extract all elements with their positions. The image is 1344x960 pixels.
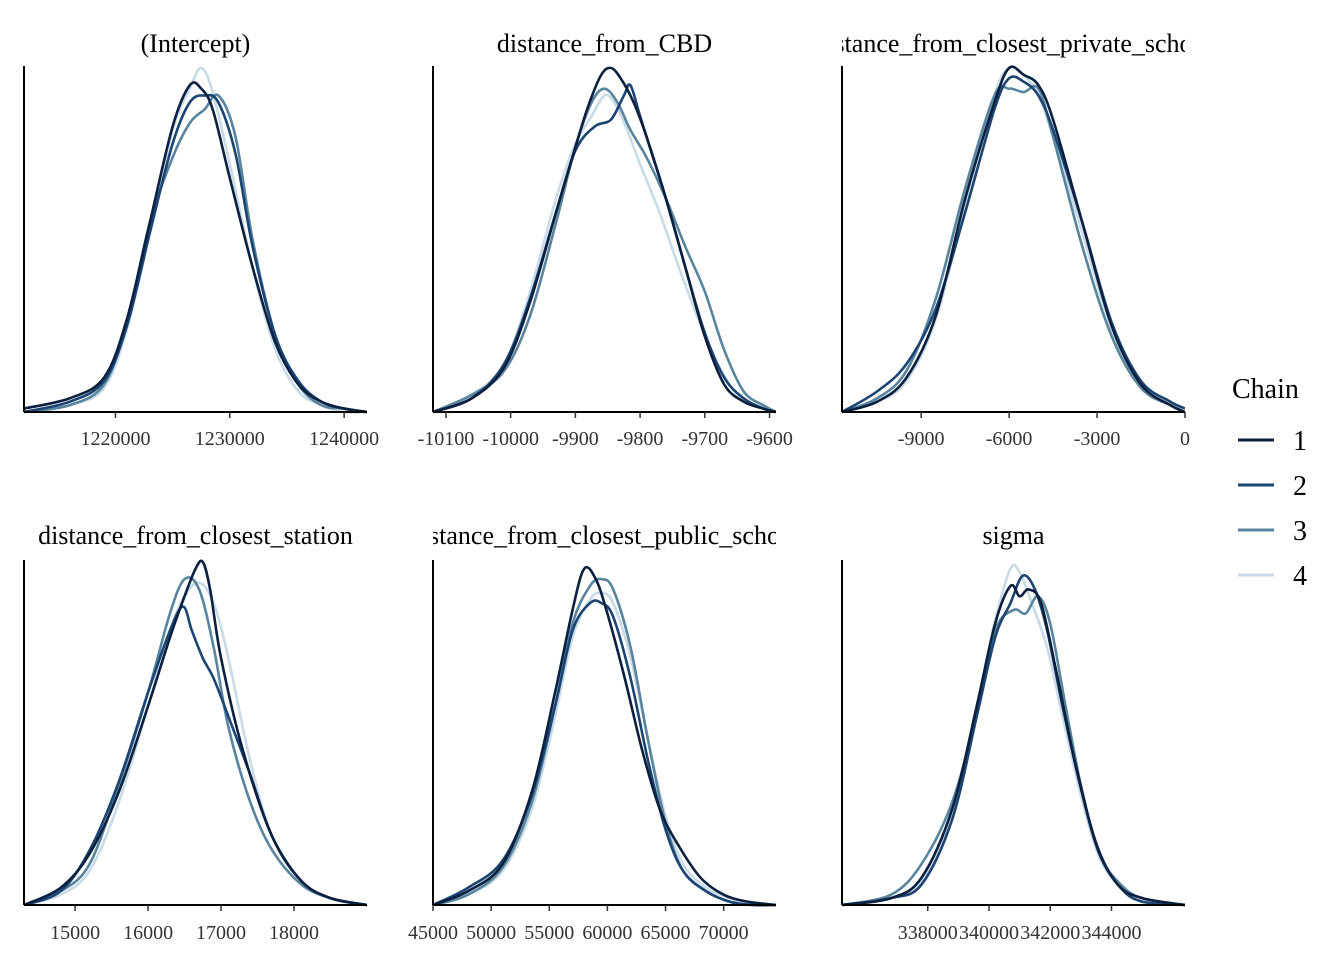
legend-label: 3 <box>1293 516 1307 547</box>
x-tick-label: 70000 <box>699 922 749 944</box>
x-tick-label: -9800 <box>617 428 664 450</box>
x-tick-label: -10000 <box>482 428 539 450</box>
panel-5: distance_from_closest_public_school 45000… <box>408 521 800 944</box>
chain-legend: Chain 1 2 3 4 <box>1232 374 1307 592</box>
x-tick-label: -9600 <box>746 428 793 450</box>
density-line-chain-2 <box>24 93 367 414</box>
panel-1: (Intercept) 1220000 1230000 1240000 <box>23 29 379 450</box>
panel-title: (Intercept) <box>141 29 251 58</box>
x-tick-label: -3000 <box>1074 428 1121 450</box>
x-tick-label: 65000 <box>641 922 691 944</box>
x-tick-label: 16000 <box>123 922 173 944</box>
density-line-chain-4 <box>24 66 367 414</box>
legend-label: 4 <box>1293 561 1307 592</box>
x-tick-label: 1230000 <box>195 428 265 450</box>
legend-label: 2 <box>1293 471 1307 502</box>
x-tick-label: -9700 <box>681 428 728 450</box>
density-line-chain-3 <box>433 577 776 907</box>
legend-title: Chain <box>1232 374 1299 405</box>
panel-title: distance_from_closest_station <box>38 521 353 550</box>
density-line-chain-3 <box>24 576 367 907</box>
panel-title: distance_from_closest_public_school <box>409 521 800 550</box>
x-tick-label: -10100 <box>418 428 475 450</box>
density-line-chain-4 <box>24 581 367 907</box>
x-tick-label: 45000 <box>408 922 458 944</box>
panel-3: distance_from_closest_private_school -900… <box>814 29 1213 450</box>
x-tick-label: 342000 <box>1020 922 1080 944</box>
density-line-chain-4 <box>842 563 1185 907</box>
x-tick-label: 60000 <box>582 922 632 944</box>
density-line-chain-3 <box>433 87 776 414</box>
x-tick-label: 338000 <box>898 922 958 944</box>
x-tick-label: 17000 <box>196 922 246 944</box>
density-line-chain-4 <box>842 65 1185 414</box>
panel-2: distance_from_CBD-10100 -10000 -9900 -9800-… <box>418 29 793 450</box>
x-tick-label: -6000 <box>986 428 1033 450</box>
density-line-chain-1 <box>24 81 367 414</box>
density-line-chain-3 <box>842 595 1185 907</box>
density-line-chain-4 <box>433 93 776 414</box>
panel-title: distance_from_CBD <box>497 29 712 58</box>
density-line-chain-1 <box>433 565 776 907</box>
density-line-chain-2 <box>433 599 776 907</box>
density-line-chain-4 <box>433 591 776 907</box>
x-tick-label: 18000 <box>269 922 319 944</box>
x-tick-label: -9000 <box>898 428 945 450</box>
x-tick-label: 344000 <box>1082 922 1142 944</box>
x-tick-label: 55000 <box>524 922 574 944</box>
x-tick-label: 0 <box>1180 428 1190 450</box>
density-line-chain-2 <box>433 83 776 414</box>
panel-title: sigma <box>982 521 1045 550</box>
density-line-chain-1 <box>842 65 1185 414</box>
panel-4: distance_from_closest_station 15000 16000 1… <box>23 521 367 944</box>
density-line-chain-1 <box>433 66 776 414</box>
x-tick-label: 15000 <box>50 922 100 944</box>
legend-label: 1 <box>1293 426 1307 457</box>
x-tick-label: 340000 <box>959 922 1019 944</box>
panel-title: distance_from_closest_private_school <box>814 29 1213 58</box>
density-line-chain-3 <box>842 84 1185 414</box>
density-line-chain-3 <box>24 93 367 414</box>
density-line-chain-2 <box>24 605 367 907</box>
density-line-chain-2 <box>842 75 1185 414</box>
density-line-chain-2 <box>842 574 1185 907</box>
x-tick-label: 50000 <box>466 922 516 944</box>
x-tick-label: 1240000 <box>309 428 379 450</box>
x-tick-label: 1220000 <box>80 428 150 450</box>
panel-6: sigma 338000 340000 342000 344000 <box>841 521 1185 944</box>
x-tick-label: -9900 <box>552 428 599 450</box>
facet-panels: (Intercept) 1220000 1230000 1240000 distance… <box>23 29 1213 944</box>
density-line-chain-1 <box>842 583 1185 907</box>
density-line-chain-1 <box>24 559 367 907</box>
